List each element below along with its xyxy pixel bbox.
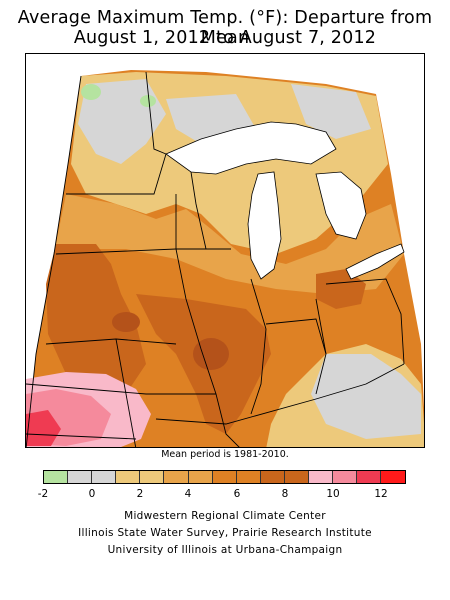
legend-swatch (92, 471, 117, 483)
legend-swatch (44, 471, 69, 483)
legend-tick-label: -2 (37, 488, 49, 500)
legend-swatch (236, 471, 261, 483)
color-legend (43, 470, 407, 484)
zone-plus-8-michigan (316, 269, 366, 309)
legend-swatch (164, 471, 189, 483)
legend-swatch (68, 471, 93, 483)
lake-superior (165, 121, 337, 175)
legend-swatch (357, 471, 382, 483)
map-title-line-2: August 1, 2012 to August 7, 2012 (73, 28, 377, 48)
legend-tick-label: 12 (374, 488, 388, 500)
legend-swatch (140, 471, 165, 483)
credit-line-3: University of Illinois at Urbana-Champai… (107, 544, 343, 556)
legend-swatch (116, 471, 141, 483)
map-svg (26, 54, 424, 447)
zone-zero-southeast (311, 354, 421, 439)
state-borders (26, 71, 405, 447)
map-title-line-1: Average Maximum Temp. (°F): Departure fr… (17, 8, 433, 48)
legend-swatch (188, 471, 213, 483)
legend-swatch (260, 471, 285, 483)
legend-swatch (333, 471, 358, 483)
legend-swatch (284, 471, 310, 483)
zone-plus-8-west (46, 244, 146, 394)
legend-tick-label: 2 (136, 488, 144, 500)
lake-huron (315, 171, 367, 240)
zone-plus-10-a (112, 312, 140, 332)
legend-swatch (309, 471, 334, 483)
legend-swatch (212, 471, 237, 483)
temperature-departure-map (25, 53, 425, 448)
legend-tick-label: 6 (233, 488, 241, 500)
zone-minus-2-b (140, 95, 156, 107)
credit-line-1: Midwestern Regional Climate Center (124, 510, 326, 522)
legend-tick-label: 8 (281, 488, 289, 500)
zone-pink-3 (26, 410, 61, 446)
legend-tick-label: 10 (326, 488, 340, 500)
lake-michigan (247, 171, 282, 280)
mean-period-note: Mean period is 1981-2010. (161, 449, 289, 460)
legend-swatch (381, 471, 406, 483)
zone-pink-4 (121, 430, 139, 442)
zone-plus-10-b (193, 338, 229, 370)
legend-tick-label: 0 (88, 488, 96, 500)
lake-erie (345, 243, 405, 280)
zone-minus-2-a (81, 84, 101, 100)
zone-zero-north-3 (291, 84, 371, 139)
credit-line-2: Illinois State Water Survey, Prairie Res… (78, 527, 372, 539)
zone-plus-4 (56, 194, 404, 294)
legend-tick-label: 4 (184, 488, 192, 500)
